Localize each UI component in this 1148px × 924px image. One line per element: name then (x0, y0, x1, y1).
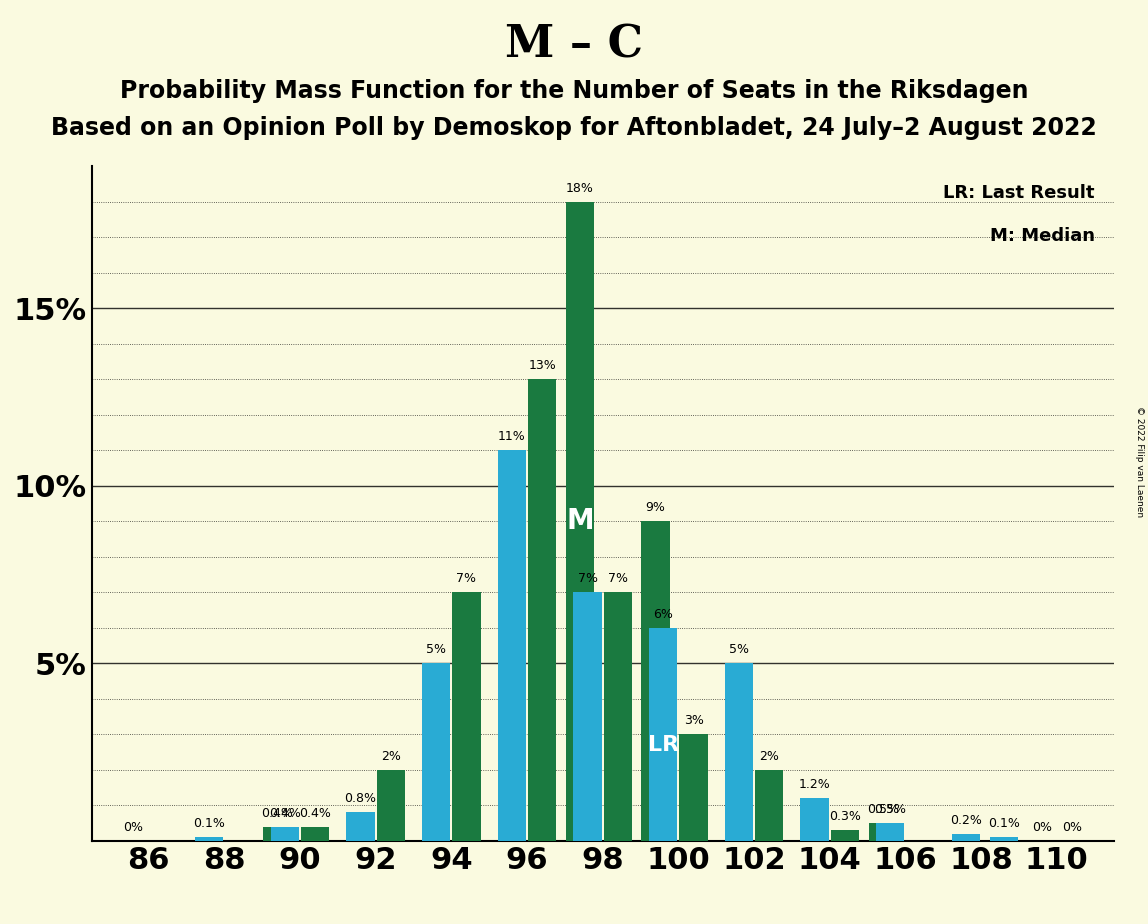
Bar (498, 450, 526, 841)
Bar (271, 827, 298, 841)
Bar (422, 663, 450, 841)
Bar (680, 735, 707, 841)
Text: 0.4%: 0.4% (269, 807, 301, 820)
Bar (347, 812, 374, 841)
Text: 13%: 13% (528, 359, 556, 372)
Bar (724, 663, 753, 841)
Text: 7%: 7% (607, 572, 628, 585)
Text: 0.8%: 0.8% (344, 793, 377, 806)
Bar (800, 798, 829, 841)
Bar (566, 201, 595, 841)
Text: 3%: 3% (683, 714, 704, 727)
Text: M: Median: M: Median (990, 226, 1095, 245)
Text: Based on an Opinion Poll by Demoskop for Aftonbladet, 24 July–2 August 2022: Based on an Opinion Poll by Demoskop for… (52, 116, 1096, 140)
Bar (263, 827, 292, 841)
Text: 0.1%: 0.1% (193, 817, 225, 830)
Bar (755, 770, 783, 841)
Text: Probability Mass Function for the Number of Seats in the Riksdagen: Probability Mass Function for the Number… (119, 79, 1029, 103)
Bar (573, 592, 602, 841)
Text: 5%: 5% (426, 643, 447, 656)
Text: 0.4%: 0.4% (300, 807, 331, 820)
Text: 9%: 9% (645, 501, 666, 515)
Bar (831, 830, 859, 841)
Text: 7%: 7% (577, 572, 598, 585)
Bar (528, 380, 557, 841)
Text: 0.5%: 0.5% (867, 803, 899, 816)
Text: M – C: M – C (505, 23, 643, 67)
Bar (990, 837, 1018, 841)
Bar (195, 837, 224, 841)
Text: 7%: 7% (457, 572, 476, 585)
Text: 1.2%: 1.2% (799, 778, 830, 791)
Bar (642, 521, 670, 841)
Bar (604, 592, 633, 841)
Text: 2%: 2% (381, 749, 401, 762)
Text: 18%: 18% (566, 182, 594, 195)
Bar (377, 770, 405, 841)
Text: 0%: 0% (1062, 821, 1081, 833)
Bar (869, 823, 897, 841)
Text: 0.1%: 0.1% (988, 817, 1019, 830)
Text: 6%: 6% (653, 608, 673, 621)
Text: 0.4%: 0.4% (262, 807, 293, 820)
Text: 0%: 0% (124, 821, 144, 833)
Text: 0.5%: 0.5% (875, 803, 906, 816)
Text: LR: Last Result: LR: Last Result (944, 184, 1095, 202)
Text: LR: LR (647, 735, 678, 755)
Text: 11%: 11% (498, 431, 526, 444)
Text: © 2022 Filip van Laenen: © 2022 Filip van Laenen (1135, 407, 1145, 517)
Bar (301, 827, 329, 841)
Text: 0.3%: 0.3% (829, 810, 861, 823)
Text: 0%: 0% (1032, 821, 1052, 833)
Bar (452, 592, 481, 841)
Text: 2%: 2% (759, 749, 779, 762)
Text: M: M (566, 507, 594, 535)
Bar (952, 833, 980, 841)
Text: 0.2%: 0.2% (951, 814, 982, 827)
Bar (649, 627, 677, 841)
Bar (876, 823, 905, 841)
Text: 5%: 5% (729, 643, 748, 656)
